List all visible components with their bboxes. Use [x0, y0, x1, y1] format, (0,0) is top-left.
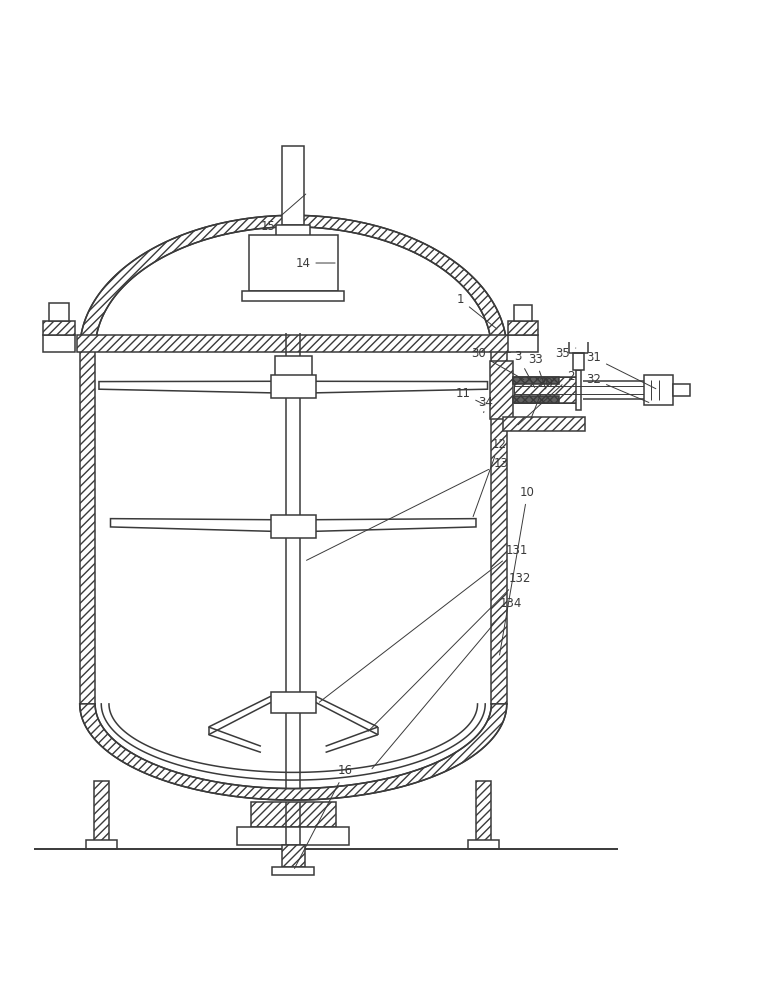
Text: 31: 31 [586, 351, 656, 389]
Polygon shape [306, 381, 487, 393]
FancyBboxPatch shape [77, 335, 510, 352]
FancyBboxPatch shape [503, 417, 585, 431]
Polygon shape [491, 350, 507, 704]
Polygon shape [306, 519, 476, 532]
Text: 33: 33 [528, 353, 546, 389]
Text: 14: 14 [295, 257, 335, 270]
FancyBboxPatch shape [508, 321, 538, 335]
FancyBboxPatch shape [249, 235, 338, 291]
FancyBboxPatch shape [515, 377, 580, 403]
FancyBboxPatch shape [576, 370, 580, 410]
FancyBboxPatch shape [273, 867, 314, 875]
FancyBboxPatch shape [476, 781, 491, 842]
Text: 16: 16 [294, 764, 353, 868]
Text: 131: 131 [319, 544, 528, 702]
Text: 13: 13 [306, 457, 509, 560]
FancyBboxPatch shape [275, 356, 312, 387]
Text: 11: 11 [456, 387, 485, 405]
FancyBboxPatch shape [243, 291, 344, 301]
Polygon shape [80, 704, 507, 800]
Text: 15: 15 [261, 194, 306, 233]
FancyBboxPatch shape [573, 353, 584, 370]
FancyBboxPatch shape [468, 840, 499, 849]
FancyBboxPatch shape [237, 827, 350, 845]
Text: 20: 20 [531, 377, 553, 419]
Text: 35: 35 [556, 347, 576, 360]
FancyBboxPatch shape [490, 361, 513, 419]
Text: 134: 134 [372, 597, 522, 769]
FancyBboxPatch shape [271, 515, 315, 538]
FancyBboxPatch shape [94, 781, 109, 842]
FancyBboxPatch shape [271, 375, 315, 398]
Polygon shape [111, 519, 280, 532]
Text: 12: 12 [473, 438, 507, 517]
Polygon shape [80, 350, 95, 704]
FancyBboxPatch shape [251, 802, 336, 827]
Text: 1: 1 [456, 293, 497, 329]
FancyBboxPatch shape [644, 375, 673, 405]
Text: 32: 32 [586, 373, 649, 402]
FancyBboxPatch shape [508, 335, 538, 352]
Polygon shape [99, 381, 280, 393]
FancyBboxPatch shape [277, 225, 310, 236]
FancyBboxPatch shape [282, 146, 304, 225]
Polygon shape [80, 215, 507, 350]
Text: 30: 30 [471, 347, 524, 380]
FancyBboxPatch shape [514, 305, 532, 321]
FancyBboxPatch shape [281, 845, 305, 867]
Text: 3: 3 [515, 350, 535, 388]
FancyBboxPatch shape [86, 840, 117, 849]
FancyBboxPatch shape [43, 321, 75, 335]
Text: 10: 10 [500, 486, 535, 655]
FancyBboxPatch shape [49, 303, 69, 321]
Text: 132: 132 [368, 572, 531, 731]
Text: 2: 2 [518, 370, 574, 425]
Text: 34: 34 [478, 396, 494, 413]
FancyBboxPatch shape [43, 335, 75, 352]
FancyBboxPatch shape [673, 384, 690, 396]
FancyBboxPatch shape [271, 692, 315, 713]
FancyBboxPatch shape [513, 396, 559, 403]
FancyBboxPatch shape [513, 377, 559, 384]
